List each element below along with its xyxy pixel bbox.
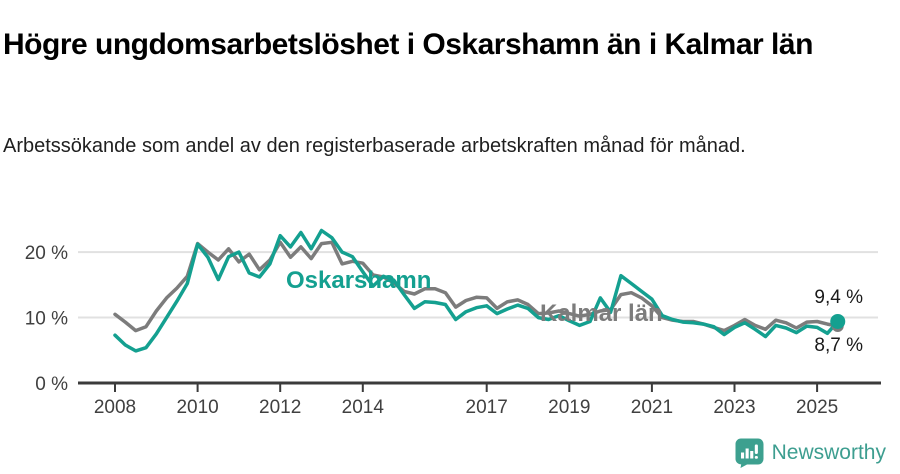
x-tick-label: 2021 xyxy=(631,397,673,418)
x-tick-label: 2014 xyxy=(342,397,385,418)
y-tick-label: 10 % xyxy=(25,309,68,330)
x-tick-label: 2012 xyxy=(259,397,301,418)
newsworthy-logo-icon xyxy=(735,438,764,468)
oskarshamn-end-dot xyxy=(830,313,846,329)
x-tick-label: 2023 xyxy=(713,397,755,418)
y-tick-label: 0 % xyxy=(35,374,68,395)
kalmar-series-label: Kalmar län xyxy=(540,300,663,327)
page-title: Högre ungdomsarbetslöshet i Oskarshamn ä… xyxy=(3,28,813,62)
x-tick-label: 2010 xyxy=(176,397,218,418)
kalmar-value-label: 8,7 % xyxy=(814,335,863,356)
x-tick-label: 2025 xyxy=(796,397,838,418)
x-tick-label: 2017 xyxy=(466,397,508,418)
x-tick-label: 2008 xyxy=(94,397,136,418)
chart-subtitle: Arbetssökande som andel av den registerb… xyxy=(3,135,746,157)
x-tick-label: 2019 xyxy=(548,397,590,418)
brand-footer: Newsworthy xyxy=(735,438,886,468)
series-oskarshamn-line xyxy=(113,228,840,353)
oskarshamn-series-label: Oskarshamn xyxy=(286,267,431,294)
oskarshamn-value-label: 9,4 % xyxy=(814,287,863,308)
y-tick-label: 20 % xyxy=(25,243,68,264)
brand-name: Newsworthy xyxy=(771,441,886,464)
